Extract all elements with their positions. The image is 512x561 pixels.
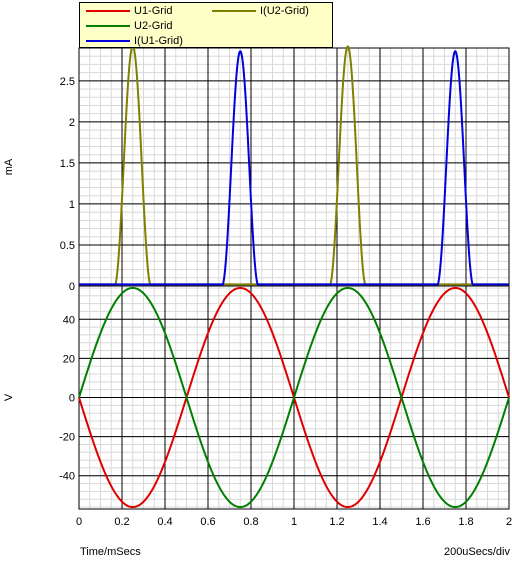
y-axis-title: mA <box>3 158 15 175</box>
y-tick-label: 40 <box>63 314 75 326</box>
legend-item-i-u2-grid: I(U2-Grid) <box>212 4 309 18</box>
y-tick-label: 20 <box>63 353 75 365</box>
x-tick-label: 1.6 <box>415 516 430 528</box>
legend-item-i-u1-grid: I(U1-Grid) <box>86 34 183 48</box>
x-tick-label: 0.8 <box>243 516 258 528</box>
y-tick-label: -40 <box>59 471 75 483</box>
x-tick-label: 0.2 <box>114 516 129 528</box>
legend-label-i-u1-grid: I(U1-Grid) <box>134 35 183 47</box>
legend-item-u1-grid: U1-Grid <box>86 4 173 18</box>
x-tick-label: 0 <box>76 516 82 528</box>
y-tick-label: 2 <box>69 117 75 129</box>
timebase-label: 200uSecs/div <box>443 546 510 558</box>
legend-swatch-i-u1-grid <box>86 40 130 43</box>
legend-item-u2-grid: U2-Grid <box>86 19 173 33</box>
y-tick-label: 0.5 <box>60 240 75 252</box>
x-axis-title: Time/mSecs <box>80 546 141 558</box>
x-tick-label: 0.4 <box>157 516 172 528</box>
x-tick-label: 1.2 <box>329 516 344 528</box>
legend-swatch-u1-grid <box>86 10 130 13</box>
y-tick-label: 2.5 <box>60 76 75 88</box>
y-axis-title: V <box>3 393 15 401</box>
legend: U1-Grid I(U2-Grid) U2-Grid I(U1-Grid) <box>79 2 333 48</box>
series-line-i-u1-grid <box>79 50 509 286</box>
y-tick-label: 1.5 <box>60 158 75 170</box>
x-tick-label: 0.6 <box>200 516 215 528</box>
series-line-u2-grid <box>78 286 510 509</box>
x-tick-label: 2 <box>506 516 512 528</box>
y-tick-label: 1 <box>69 199 75 211</box>
legend-swatch-i-u2-grid <box>212 10 256 13</box>
legend-label-u1-grid: U1-Grid <box>134 5 173 17</box>
y-tick-label: -20 <box>59 432 75 444</box>
legend-swatch-u2-grid <box>86 25 130 28</box>
legend-label-i-u2-grid: I(U2-Grid) <box>260 5 309 17</box>
x-tick-label: 1.4 <box>372 516 387 528</box>
x-tick-label: 1.8 <box>458 516 473 528</box>
legend-label-u2-grid: U2-Grid <box>134 20 173 32</box>
y-tick-label: 0 <box>69 393 75 405</box>
y-tick-label: 0 <box>69 281 75 293</box>
x-tick-label: 1 <box>291 516 297 528</box>
